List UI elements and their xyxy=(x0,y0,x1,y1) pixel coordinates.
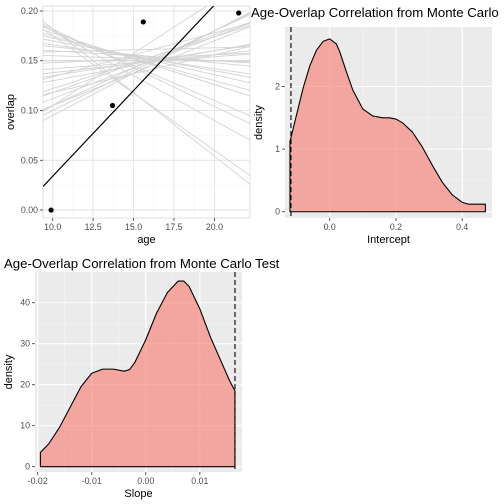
x-tick-label: 0.4 xyxy=(456,222,468,232)
fitted-regression-line xyxy=(43,6,215,187)
simulated-regression-line xyxy=(43,45,250,67)
simulated-regression-line xyxy=(43,35,250,84)
x-tick-label: 12.5 xyxy=(85,222,102,232)
panel-age-overlap: 10.0 12.5 15.0 17.5 20.0 0.00 0.05 0.10 0.15 0.20… xyxy=(5,5,251,246)
simulated-regression-line xyxy=(43,26,250,110)
simulated-regression-line xyxy=(43,22,250,80)
x-tick-label: 17.5 xyxy=(165,222,182,232)
x-axis-title: age xyxy=(137,234,155,246)
density-area xyxy=(39,280,236,468)
y-tick-label: 0 xyxy=(25,462,30,472)
data-point xyxy=(236,10,242,16)
y-tick-label: 0.10 xyxy=(21,106,38,116)
data-point xyxy=(140,19,146,25)
plot-body xyxy=(39,272,236,472)
panel-slope-density: -0.02 -0.01 0.00 0.01 0 10 20 30 40 Slope density A… xyxy=(3,256,280,500)
y-tick-label: 0.05 xyxy=(21,155,38,165)
x-tick-label: 10.0 xyxy=(44,222,61,232)
plot-body xyxy=(43,6,250,187)
simulated-regression-line xyxy=(43,23,250,125)
simulated-regression-line xyxy=(43,44,250,78)
plot-body xyxy=(289,27,486,218)
x-tick-label: 0.01 xyxy=(191,476,208,486)
simulated-regression-line xyxy=(43,14,250,111)
x-tick-label: 20.0 xyxy=(206,222,223,232)
y-tick-label: 1 xyxy=(275,144,280,154)
y-tick-label: 30 xyxy=(20,339,30,349)
simulated-regression-line xyxy=(43,38,250,78)
x-axis-title: Slope xyxy=(124,488,152,500)
simulated-regression-line xyxy=(43,20,250,185)
y-tick-label: 0.20 xyxy=(21,6,38,16)
data-point xyxy=(109,102,116,109)
x-tick-label: -0.01 xyxy=(82,476,102,486)
y-tick-label: 10 xyxy=(20,421,30,431)
y-axis-title: overlap xyxy=(5,94,17,130)
y-axis-title: density xyxy=(253,105,265,140)
chart-title: Age-Overlap Correlation from Monte Carlo xyxy=(251,5,499,20)
simulated-regression-line xyxy=(43,25,250,141)
x-tick-label: 15.0 xyxy=(125,222,142,232)
y-axis-title: density xyxy=(3,354,15,389)
panel-intercept-density: 0.0 0.2 0.4 0 1 2 Intercept density Age-Overlap … xyxy=(251,5,499,246)
simulated-regression-line xyxy=(43,49,250,64)
y-tick-label: 2 xyxy=(275,81,280,91)
chart-title: Age-Overlap Correlation from Monte Carlo… xyxy=(4,256,280,271)
x-tick-label: 0.0 xyxy=(324,222,336,232)
simulated-regression-line xyxy=(43,26,250,117)
y-tick-label: 0 xyxy=(275,207,280,217)
x-axis-title: Intercept xyxy=(367,234,410,246)
data-point xyxy=(48,207,54,213)
plot-background xyxy=(42,5,251,219)
simulated-regression-line xyxy=(43,6,208,113)
simulated-regression-line xyxy=(43,46,250,53)
y-tick-label: 0.15 xyxy=(21,56,38,66)
y-tick-label: 0.00 xyxy=(21,205,38,215)
x-tick-label: -0.02 xyxy=(28,476,48,486)
y-tick-label: 20 xyxy=(20,380,30,390)
y-tick-label: 40 xyxy=(20,298,30,308)
x-tick-label: 0.00 xyxy=(137,476,154,486)
x-tick-label: 0.2 xyxy=(390,222,402,232)
density-area xyxy=(289,38,486,213)
